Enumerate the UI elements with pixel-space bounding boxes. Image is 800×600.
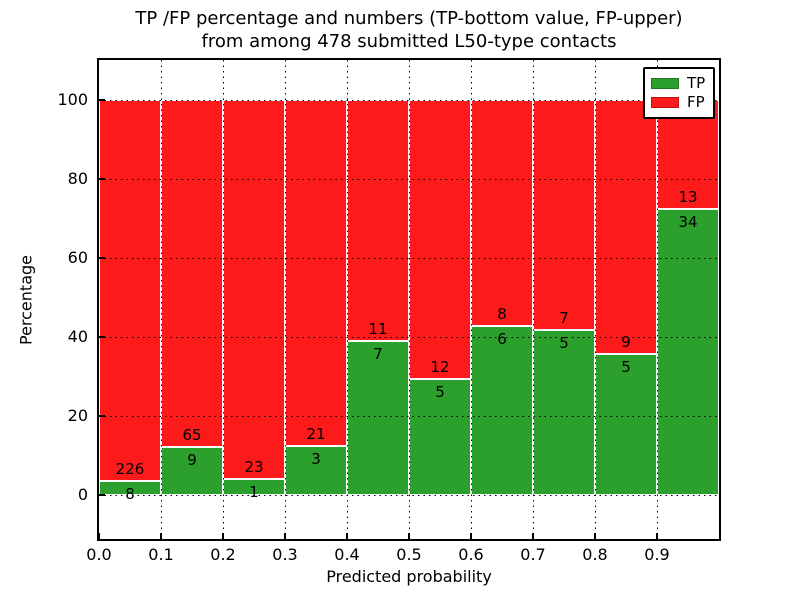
y-tick-mark	[99, 177, 105, 180]
bar-label-fp: 23	[244, 457, 264, 476]
y-tick-label: 40	[67, 326, 88, 346]
bar-label-tp: 1	[249, 482, 259, 501]
legend-row: FP	[651, 93, 707, 112]
bar-segment-tp	[471, 325, 533, 495]
y-tick-label: 80	[67, 168, 88, 188]
bar-label-tp: 5	[559, 334, 569, 353]
y-tick-mark	[99, 335, 105, 338]
x-tick-label: 0.4	[334, 545, 360, 564]
y-tick-label: 20	[67, 405, 88, 425]
x-tick-mark	[594, 533, 596, 539]
y-tick-mark	[99, 494, 105, 496]
bar-segment-fp	[471, 99, 533, 326]
y-tick-label: 60	[67, 247, 88, 267]
gridline-vertical	[284, 60, 286, 539]
bar-segment-tp	[595, 353, 657, 495]
x-tick-label: 0.5	[396, 545, 422, 564]
x-axis-label: Predicted probability	[326, 567, 492, 586]
x-tick-label: 0.6	[458, 545, 484, 564]
plot-area: TP FP 226 8 65 9 23 1 21 3 11 7 12 5 8 6 7 5 9 5 13 34	[97, 58, 721, 541]
x-tick-mark	[222, 533, 224, 539]
gridline-vertical	[408, 60, 410, 539]
x-tick-mark	[98, 533, 100, 539]
y-axis-label: Percentage	[16, 254, 36, 346]
chart-title: TP /FP percentage and numbers (TP-bottom…	[97, 7, 721, 53]
bar-label-fp: 12	[430, 357, 450, 376]
bar-segment-tp	[657, 208, 719, 495]
legend-label-tp: TP	[687, 74, 706, 92]
x-tick-label: 0.3	[272, 545, 298, 564]
gridline-vertical	[222, 60, 224, 539]
bar-label-fp: 9	[621, 332, 631, 351]
chart-title-line2: from among 478 submitted L50-type contac…	[201, 31, 617, 52]
y-tick-mark	[99, 98, 105, 101]
bar-segment-fp	[99, 99, 161, 482]
x-tick-mark	[284, 533, 286, 539]
x-tick-label: 0.8	[582, 545, 608, 564]
bar-label-fp: 7	[559, 309, 569, 328]
bar-label-fp: 21	[306, 424, 326, 443]
bar-label-tp: 9	[187, 450, 197, 469]
bar-segment-fp	[161, 99, 223, 447]
y-tick-label: 100	[57, 89, 88, 109]
bar-label-tp: 8	[125, 485, 135, 504]
gridline-vertical	[532, 60, 534, 539]
bar-label-fp: 226	[115, 460, 145, 479]
bar-label-tp: 7	[373, 345, 383, 364]
gridline-vertical	[346, 60, 348, 539]
x-tick-mark	[532, 533, 534, 539]
x-tick-mark	[408, 533, 410, 539]
legend: TP FP	[643, 67, 715, 119]
bar-label-tp: 34	[678, 212, 698, 231]
x-tick-label: 0.9	[644, 545, 670, 564]
y-tick-label: 0	[77, 485, 88, 504]
legend-swatch-tp	[651, 78, 679, 89]
gridline-vertical	[656, 60, 658, 539]
gridline-vertical	[470, 60, 472, 539]
bar-segment-fp	[223, 99, 285, 479]
x-tick-label: 0.2	[210, 545, 236, 564]
bar-label-fp: 13	[678, 187, 698, 206]
bar-segment-fp	[409, 99, 471, 379]
gridline-vertical	[594, 60, 596, 539]
bar-segment-fp	[285, 99, 347, 446]
legend-row: TP	[651, 74, 707, 93]
bar-segment-fp	[347, 99, 409, 342]
x-tick-mark	[160, 533, 162, 539]
bar-segment-fp	[533, 99, 595, 331]
bar-segment-fp	[595, 99, 657, 354]
legend-label-fp: FP	[687, 93, 705, 111]
x-tick-label: 0.7	[520, 545, 546, 564]
bar-label-tp: 5	[621, 357, 631, 376]
y-tick-mark	[99, 414, 105, 417]
bar-segment-tp	[533, 330, 595, 495]
gridline-vertical	[160, 60, 162, 539]
x-tick-label: 0.1	[148, 545, 174, 564]
x-tick-mark	[470, 533, 472, 539]
bar-segment-tp	[161, 446, 223, 495]
chart-title-line1: TP /FP percentage and numbers (TP-bottom…	[135, 8, 683, 29]
legend-swatch-fp	[651, 97, 679, 108]
y-tick-mark	[99, 256, 105, 259]
bar-label-tp: 5	[435, 382, 445, 401]
bar-segment-tp	[347, 341, 409, 495]
x-tick-mark	[656, 533, 658, 539]
bar-label-fp: 11	[368, 320, 388, 339]
bar-label-fp: 65	[182, 425, 202, 444]
bar-label-tp: 6	[497, 329, 507, 348]
x-tick-mark	[346, 533, 348, 539]
x-tick-label: 0.0	[86, 545, 112, 564]
bar-label-fp: 8	[497, 304, 507, 323]
bar-label-tp: 3	[311, 449, 321, 468]
